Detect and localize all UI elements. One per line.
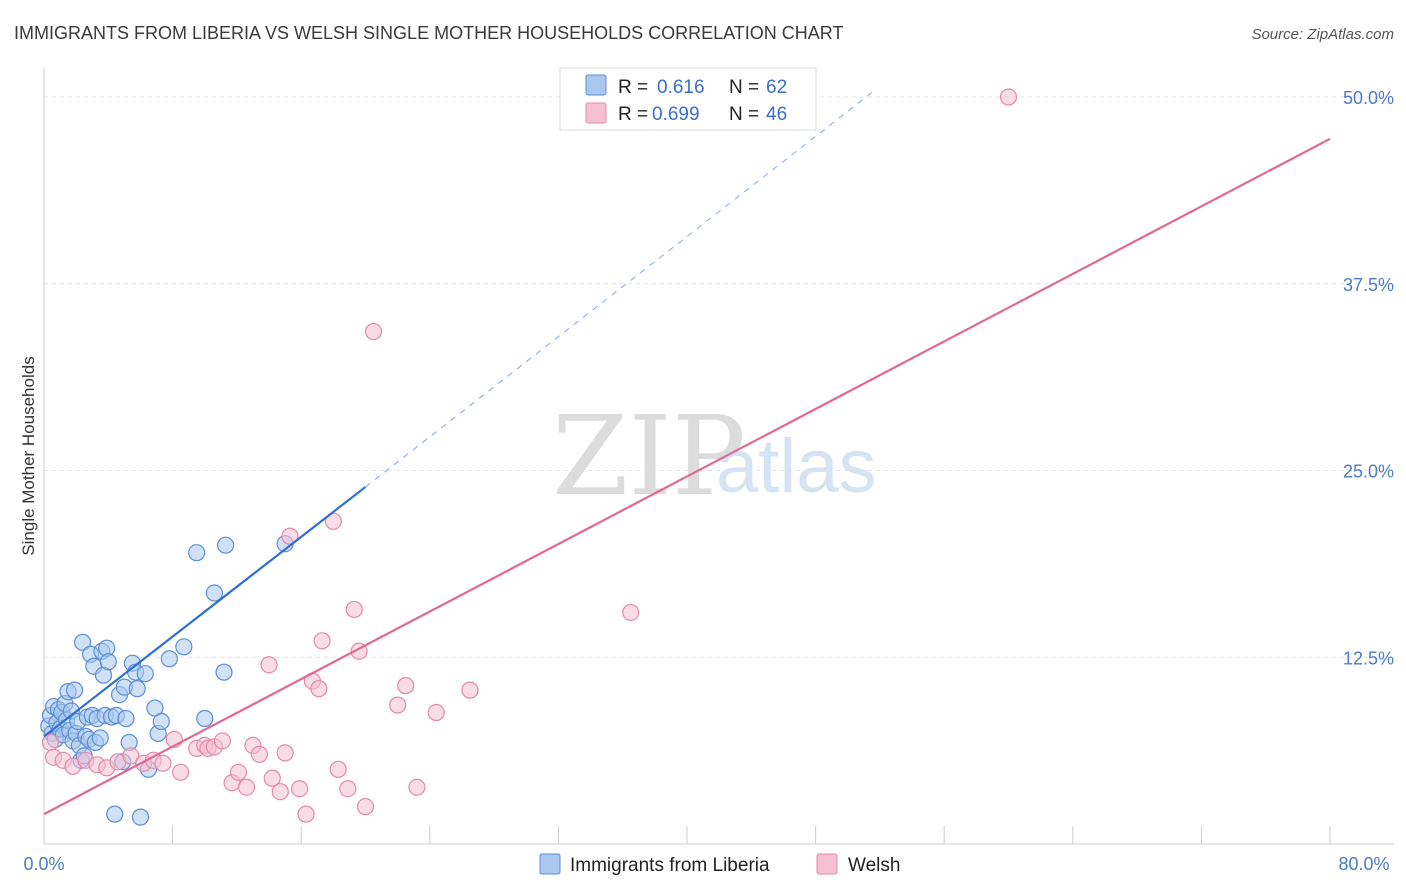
point-liberia-56 <box>188 544 206 562</box>
legend-n-label-liberia: N = <box>729 77 759 98</box>
point-welsh-27 <box>276 744 294 762</box>
point-welsh-44 <box>427 703 445 722</box>
point-liberia-48 <box>131 808 150 826</box>
point-welsh-24 <box>260 656 278 674</box>
point-liberia-47 <box>128 680 146 698</box>
point-welsh-36 <box>339 780 357 798</box>
legend-r-label-welsh: R = <box>618 104 648 125</box>
y-tick-label-2: 37.5% <box>1343 275 1394 295</box>
point-liberia-49 <box>136 665 154 683</box>
point-liberia-60 <box>217 536 235 554</box>
point-welsh-21 <box>237 778 256 796</box>
point-liberia-54 <box>160 650 178 668</box>
point-liberia-55 <box>175 638 193 656</box>
point-welsh-30 <box>297 805 315 823</box>
point-welsh-42 <box>397 677 415 695</box>
point-liberia-38 <box>106 805 124 823</box>
point-welsh-25 <box>263 769 281 787</box>
point-liberia-16 <box>65 681 84 699</box>
point-liberia-57 <box>196 709 214 728</box>
y-tick-label-0: 12.5% <box>1343 648 1394 668</box>
watermark: ZIP atlas <box>552 392 877 520</box>
data-points <box>40 88 1018 826</box>
x-tick-label-max: 80.0% <box>1338 854 1389 874</box>
point-welsh-46 <box>622 603 640 622</box>
point-welsh-13 <box>172 763 190 781</box>
bottom-legend-label-liberia: Immigrants from Liberia <box>570 855 770 876</box>
point-welsh-33 <box>313 632 331 650</box>
point-welsh-45 <box>461 681 479 699</box>
watermark-atlas: atlas <box>716 424 877 509</box>
legend-box: R = 0.616 N = 62 R = 0.699 N = 46 <box>559 67 817 131</box>
point-liberia-53 <box>152 712 170 731</box>
point-welsh-43 <box>408 778 426 796</box>
y-axis-label: Single Mother Households <box>19 356 38 555</box>
legend-n-label-welsh: N = <box>729 104 759 125</box>
point-liberia-43 <box>117 709 135 728</box>
legend-swatch-welsh <box>585 102 607 124</box>
point-welsh-40 <box>364 322 383 341</box>
point-liberia-58 <box>205 584 223 602</box>
bottom-legend-label-welsh: Welsh <box>848 855 900 876</box>
point-welsh-23 <box>250 745 269 763</box>
chart-source: Source: ZipAtlas.com <box>1251 26 1394 43</box>
y-tick-labels: 12.5% 25.0% 37.5% 50.0% <box>1343 88 1394 668</box>
bottom-legend: Immigrants from Liberia Welsh <box>539 853 900 876</box>
point-welsh-32 <box>310 680 328 698</box>
legend-r-value-welsh: 0.699 <box>652 104 700 125</box>
point-liberia-36 <box>99 653 117 671</box>
legend-n-value-liberia: 62 <box>766 77 787 98</box>
point-welsh-18 <box>213 732 232 750</box>
bottom-legend-swatch-liberia <box>539 853 561 875</box>
point-welsh-35 <box>329 760 347 778</box>
point-welsh-29 <box>290 780 309 798</box>
x-tick-label-min: 0.0% <box>23 854 64 874</box>
point-welsh-11 <box>154 754 172 772</box>
point-welsh-39 <box>356 798 375 816</box>
point-liberia-31 <box>91 729 109 747</box>
point-welsh-26 <box>271 783 289 801</box>
point-welsh-34 <box>324 512 342 530</box>
legend-r-label-liberia: R = <box>618 77 648 98</box>
point-liberia-59 <box>215 663 233 681</box>
trend-lines <box>43 92 1331 816</box>
watermark-zip: ZIP <box>552 392 746 520</box>
legend-swatch-liberia <box>585 74 607 96</box>
point-liberia-21 <box>73 633 92 651</box>
point-welsh-37 <box>345 600 363 619</box>
grid-lines <box>44 96 1394 658</box>
point-welsh-8 <box>122 747 140 765</box>
point-welsh-20 <box>229 763 248 781</box>
chart-title: IMMIGRANTS FROM LIBERIA VS WELSH SINGLE … <box>14 23 843 43</box>
legend-n-value-welsh: 46 <box>766 104 787 125</box>
y-tick-label-1: 25.0% <box>1343 462 1394 482</box>
trend-line-welsh <box>43 137 1331 816</box>
y-tick-label-3: 50.0% <box>1343 88 1394 108</box>
point-welsh-41 <box>389 696 407 714</box>
bottom-legend-swatch-welsh <box>816 853 838 875</box>
legend-r-value-liberia: 0.616 <box>657 77 705 98</box>
trend-line-liberia <box>43 486 367 738</box>
point-welsh-47 <box>999 88 1018 106</box>
